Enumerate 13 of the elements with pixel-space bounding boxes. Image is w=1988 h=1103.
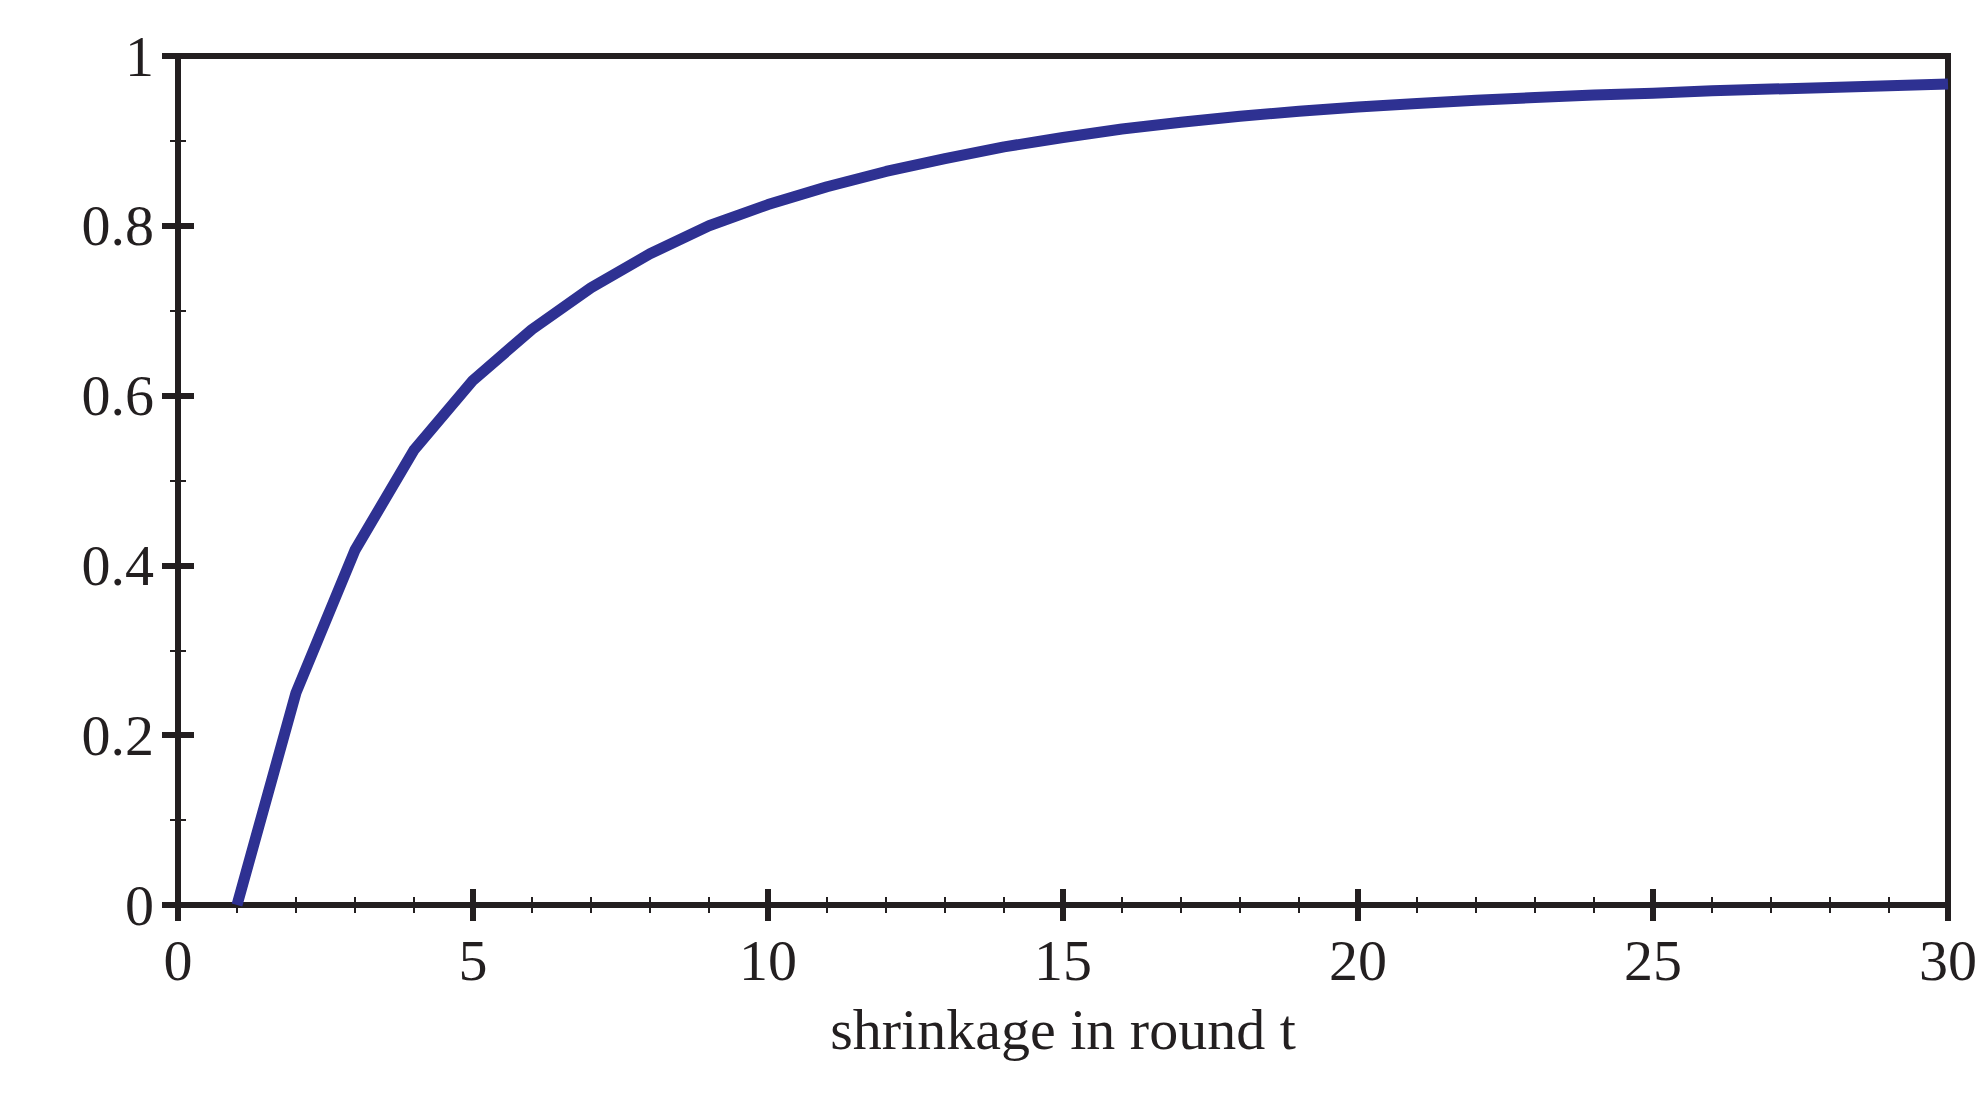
x-tick-label: 25 xyxy=(1624,927,1682,993)
y-tick-label: 0.6 xyxy=(81,363,154,429)
y-tick-label: 0 xyxy=(125,872,154,938)
y-tick-label: 0.2 xyxy=(81,702,154,768)
y-tick-label: 0.4 xyxy=(81,532,154,598)
x-axis-title: shrinkage in round t xyxy=(830,996,1296,1062)
x-tick-label: 20 xyxy=(1329,927,1387,993)
y-tick-label: 0.8 xyxy=(81,193,154,259)
x-tick-label: 30 xyxy=(1919,927,1977,993)
x-tick-label: 15 xyxy=(1034,927,1092,993)
y-tick-label: 1 xyxy=(125,23,154,89)
x-tick-label: 5 xyxy=(458,927,488,993)
x-tick-label: 10 xyxy=(739,927,797,993)
